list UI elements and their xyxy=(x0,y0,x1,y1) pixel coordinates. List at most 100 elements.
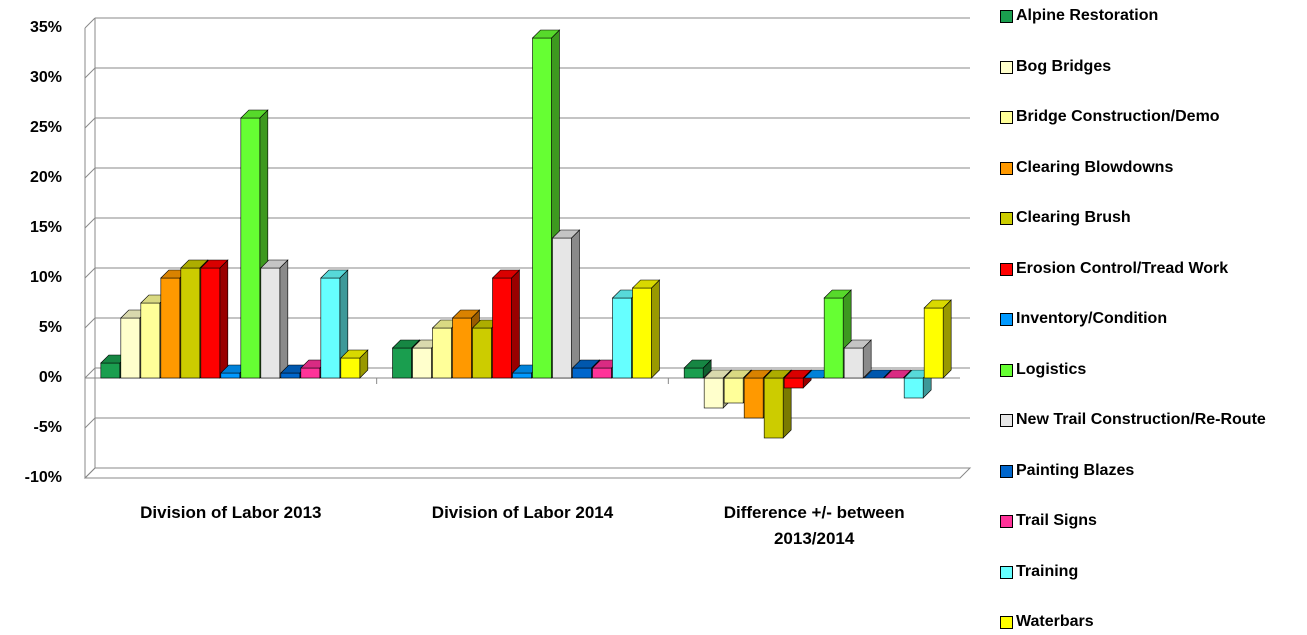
bar-top xyxy=(240,109,269,119)
bar xyxy=(340,349,369,379)
legend-swatch xyxy=(1000,565,1013,579)
bar-side xyxy=(651,279,660,379)
legend-swatch xyxy=(1000,414,1013,427)
legend-swatch xyxy=(1000,313,1013,326)
bar-top xyxy=(763,369,792,379)
grid-line-side xyxy=(84,267,96,279)
bar-top xyxy=(923,299,952,309)
bar xyxy=(551,229,581,379)
x-tick-label: Division of Labor 2013 xyxy=(140,503,322,522)
legend-label: Clearing Blowdowns xyxy=(1016,158,1174,176)
bar-top xyxy=(571,359,601,369)
legend-item: Bridge Construction/Demo xyxy=(1000,105,1300,129)
bar-top xyxy=(320,269,349,279)
legend-swatch xyxy=(1000,10,1013,23)
legend-item: Bog Bridges xyxy=(1000,55,1300,79)
y-tick-label: 20% xyxy=(30,169,62,186)
legend-label: New Trail Construction/Re-Route xyxy=(1016,411,1266,428)
bar-front xyxy=(260,267,281,379)
bar-front xyxy=(743,377,764,419)
bar-front xyxy=(200,267,221,379)
bar xyxy=(491,269,521,379)
bar xyxy=(783,369,812,389)
legend-item: Painting Blazes xyxy=(1000,459,1300,483)
legend-swatch xyxy=(1000,212,1013,225)
bar-front xyxy=(612,297,632,379)
bar-top xyxy=(180,259,209,269)
legend-label: Bog Bridges xyxy=(1016,57,1112,75)
bar-front xyxy=(703,377,724,409)
bar-top xyxy=(491,269,521,279)
grid-line-side xyxy=(84,317,96,329)
y-tick-label: 15% xyxy=(30,219,62,236)
y-tick-label: -10% xyxy=(25,469,62,486)
bar-side xyxy=(571,229,580,379)
bar xyxy=(200,259,229,379)
bar-front xyxy=(903,377,924,399)
y-tick-label: 35% xyxy=(30,19,62,36)
x-tick-label: Difference +/- between 2013/2014 xyxy=(723,503,905,548)
bar-front xyxy=(140,302,161,379)
floor xyxy=(83,467,972,479)
grid-line-side xyxy=(84,217,96,229)
bar xyxy=(863,369,892,379)
legend-item: Training xyxy=(1000,560,1300,584)
legend-label: Bridge Construction/Demo xyxy=(1016,108,1220,125)
grid-line-side xyxy=(84,17,96,29)
y-tick-label: 5% xyxy=(39,319,62,336)
bar-front xyxy=(120,317,141,379)
bar-top xyxy=(703,369,732,379)
grid-line-side xyxy=(84,367,96,379)
bar xyxy=(923,299,952,379)
legend-item: Logistics xyxy=(1000,358,1300,382)
y-tick-label: -5% xyxy=(34,419,62,436)
bar-front xyxy=(412,347,432,379)
bar-front xyxy=(472,327,492,379)
bar-front xyxy=(100,362,121,379)
bar-front xyxy=(572,367,592,379)
y-tick-label: 10% xyxy=(30,269,62,286)
legend-swatch xyxy=(1000,363,1013,377)
legend-label: Training xyxy=(1016,562,1079,580)
grid-line-side xyxy=(84,417,96,429)
legend-label: Inventory/Condition xyxy=(1016,310,1168,327)
bar-top xyxy=(340,349,369,359)
bar-front xyxy=(180,267,201,379)
bar-side xyxy=(279,259,289,379)
bar-top xyxy=(391,339,421,349)
legend-item: New Trail Construction/Re-Route xyxy=(1000,408,1300,432)
bar-front xyxy=(432,327,452,379)
bar-front xyxy=(552,237,572,379)
bar-front xyxy=(923,307,944,379)
legend-item: Clearing Brush xyxy=(1000,206,1300,230)
legend-label: Painting Blazes xyxy=(1016,461,1135,479)
legend-swatch xyxy=(1000,161,1013,175)
bar-front xyxy=(320,277,341,379)
bar-front xyxy=(592,367,612,379)
bar-front xyxy=(160,277,181,379)
bar-front xyxy=(823,297,844,379)
bar-front xyxy=(763,377,784,439)
legend-label: Logistics xyxy=(1016,360,1087,378)
y-tick-label: 25% xyxy=(30,119,62,136)
bar-front xyxy=(723,377,744,404)
legend-item: Clearing Blowdowns xyxy=(1000,156,1300,180)
bar-front xyxy=(392,347,412,379)
bar xyxy=(260,259,289,379)
bar-side xyxy=(219,259,229,379)
bar-front xyxy=(632,287,652,379)
bar-front xyxy=(452,317,472,379)
bar-top xyxy=(551,229,581,239)
bar-top xyxy=(723,369,752,379)
bar-top xyxy=(823,289,852,299)
legend-item: Erosion Control/Tread Work xyxy=(1000,257,1300,281)
bar-top xyxy=(843,339,872,349)
chart: -10% -5% 0% 5% 10% 15% 20% 25% 30% 35% xyxy=(25,17,972,486)
bar-top xyxy=(631,279,661,289)
legend-label: Erosion Control/Tread Work xyxy=(1016,259,1229,277)
bar-front xyxy=(843,347,864,379)
bar-front xyxy=(683,367,704,379)
legend-label: Waterbars xyxy=(1016,613,1094,630)
bar-front xyxy=(340,357,361,379)
